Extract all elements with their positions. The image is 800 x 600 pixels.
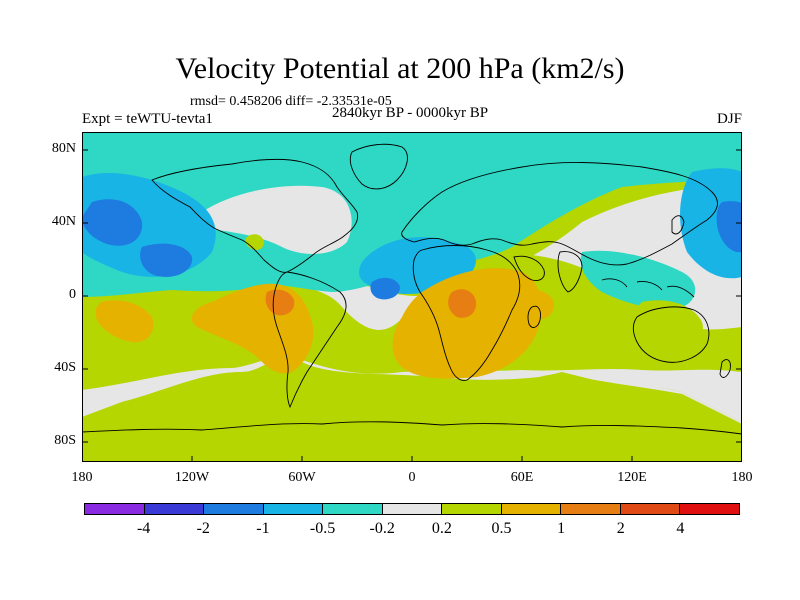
coastline-australia xyxy=(632,306,710,363)
field-neg02-arctic xyxy=(332,132,502,164)
plot-subtitle: 2840kyr BP - 0000kyr BP xyxy=(331,105,489,121)
field-pos05-spacific xyxy=(95,300,154,343)
coastline-japan xyxy=(671,215,685,235)
colorbar-label: -1 xyxy=(256,520,270,537)
field-neg02-north xyxy=(82,132,742,297)
colorbar-segment xyxy=(501,504,562,514)
field-pos05-africa xyxy=(392,268,542,379)
field-pos1-congo xyxy=(448,289,477,318)
coastline-north-america xyxy=(151,158,359,273)
colorbar-segment xyxy=(323,504,383,514)
x-label-60e: 60E xyxy=(510,470,534,485)
y-label-40s: 40S xyxy=(54,360,76,375)
x-label-120w: 120W xyxy=(174,470,210,485)
colorbar-segment xyxy=(204,504,264,514)
coastline-eurasia xyxy=(401,162,718,266)
y-label-80s: 80S xyxy=(54,433,76,448)
field-neutral-npacific xyxy=(202,185,352,254)
colorbar-segment xyxy=(382,504,443,514)
stats-line: rmsd= 0.458206 diff= -2.33531e-05 xyxy=(190,94,392,109)
colorbar-segment xyxy=(620,504,681,514)
plot-title: Velocity Potential at 200 hPa (km2/s) xyxy=(175,52,625,85)
colorbar-label: 2 xyxy=(616,520,625,537)
coastline-madagascar xyxy=(527,305,541,328)
colorbar-label: 1 xyxy=(557,520,566,537)
y-label-40n: 40N xyxy=(51,214,76,229)
coastline-india xyxy=(557,251,583,293)
x-label-120e: 120E xyxy=(617,470,647,485)
field-neg1-atlantic xyxy=(370,277,400,300)
field-pos02-australia xyxy=(636,300,703,347)
axis-ticks xyxy=(82,149,742,462)
x-label-60w: 60W xyxy=(288,470,316,485)
colorbar-label: 0.2 xyxy=(431,520,452,537)
map-panel xyxy=(82,132,742,462)
colorbar-segment xyxy=(263,504,324,514)
coastline-arabia xyxy=(513,255,545,281)
coastline-south-america xyxy=(272,271,347,409)
experiment-label: Expt = teWTU-tevta1 xyxy=(82,111,213,127)
field-pos1-amazon xyxy=(265,289,295,316)
colorbar-segment xyxy=(144,504,205,514)
y-label-0: 0 xyxy=(69,287,76,302)
coastlines xyxy=(82,143,742,435)
field-neg02-indonesia xyxy=(580,250,696,309)
colorbar-label: -4 xyxy=(136,520,151,537)
colorbar-segment xyxy=(561,504,621,514)
colorbar-segment xyxy=(85,504,145,514)
colorbar xyxy=(84,503,740,515)
colorbar-segment xyxy=(680,504,740,514)
field-pos02-south xyxy=(82,360,742,462)
coastline-antarctica xyxy=(82,421,742,435)
field-neg1-pacific2 xyxy=(140,243,193,277)
field-neg05-nwpacific xyxy=(680,168,742,279)
season-label: DJF xyxy=(716,111,742,127)
colorbar-label: 4 xyxy=(676,520,685,537)
y-label-80n: 80N xyxy=(51,141,76,156)
coastline-new-zealand xyxy=(719,359,731,378)
field-neg1-wpacific xyxy=(716,201,742,253)
colorbar-segment xyxy=(442,504,502,514)
colorbar-label: -0.2 xyxy=(369,520,395,537)
field-neg1-npacific xyxy=(82,199,143,246)
x-label-0: 0 xyxy=(408,470,416,485)
map-svg xyxy=(82,132,742,462)
colorbar-label: -0.5 xyxy=(309,520,336,537)
colorbar-label: 0.5 xyxy=(491,520,512,537)
colorbar-label: -2 xyxy=(196,520,210,537)
x-label-180e: 180 xyxy=(731,470,753,485)
coastline-africa xyxy=(412,245,521,381)
coastline-indonesia xyxy=(601,278,695,298)
coastline-greenland xyxy=(349,143,408,190)
x-label-180w: 180 xyxy=(71,470,93,485)
